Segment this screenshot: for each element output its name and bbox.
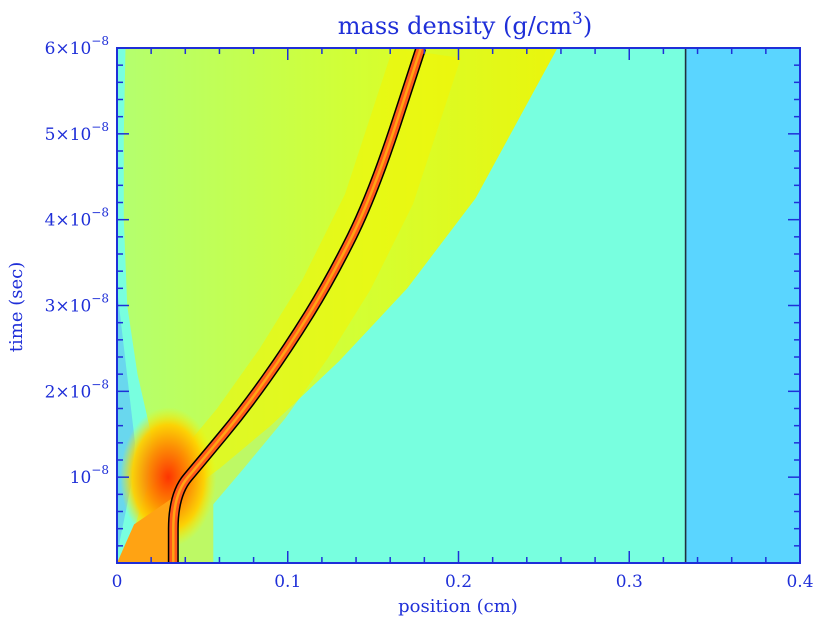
x-tick-label: 0.1 (274, 572, 301, 592)
x-axis-label: position (cm) (398, 596, 518, 617)
x-tick-labels: 0 0.1 0.2 0.3 0.4 (112, 572, 814, 592)
y-tick-label: 5×10−8 (45, 120, 109, 145)
y-tick-labels: 10−8 2×10−8 3×10−8 4×10−8 5×10−8 6×10−8 (45, 34, 109, 488)
x-tick-label: 0.4 (786, 572, 813, 592)
chart-title: mass density (g/cm3) (338, 9, 592, 40)
y-axis-label: time (sec) (6, 262, 27, 352)
high-density-spot (120, 407, 217, 548)
y-tick-label: 2×10−8 (45, 377, 109, 402)
chart-title-close: ) (583, 12, 592, 40)
y-tick-label: 10−8 (70, 463, 109, 488)
initial-slab-region (117, 498, 172, 563)
chart-title-main: mass density (g/cm (338, 12, 572, 40)
x-tick-label: 0.2 (445, 572, 472, 592)
tick-marks (116, 47, 801, 564)
x-tick-label: 0.3 (616, 572, 643, 592)
x-tick-label: 0 (112, 572, 123, 592)
shell-core-line (172, 48, 423, 563)
chart-title-superscript: 3 (572, 9, 583, 29)
y-tick-label: 3×10−8 (45, 292, 109, 317)
plot-area (117, 48, 800, 563)
right-slab-region (685, 48, 800, 563)
y-tick-label: 6×10−8 (45, 34, 109, 59)
y-tick-label: 4×10−8 (45, 206, 109, 231)
